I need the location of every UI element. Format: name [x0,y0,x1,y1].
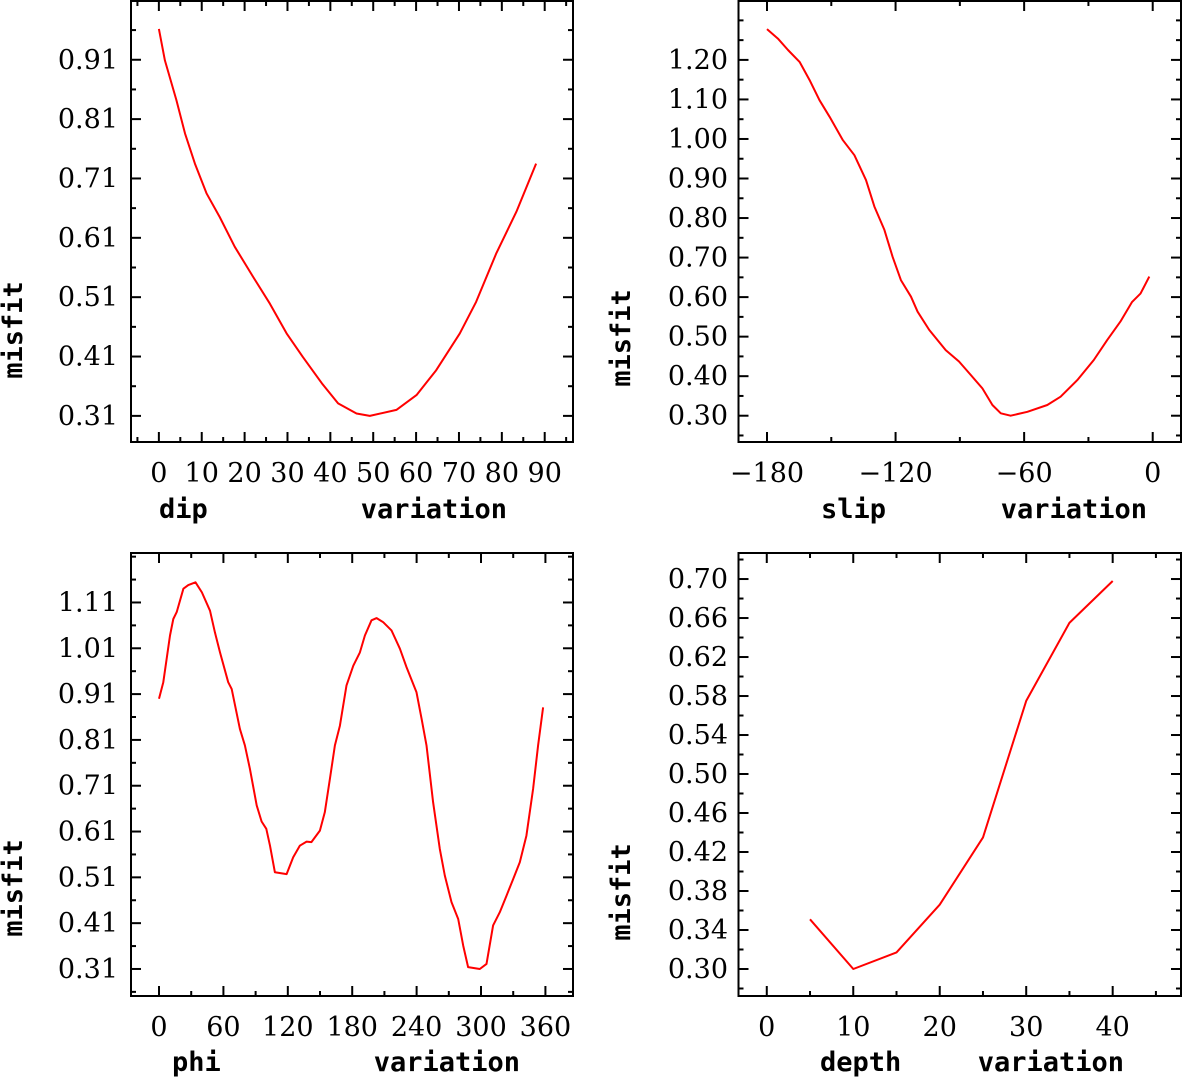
x-tick-label: −120 [858,458,932,489]
y-axis-label: misfit [606,289,637,387]
x-tick-label: 360 [520,1012,572,1043]
x-axis-label: slip variation [821,494,1147,525]
y-tick-label: 0.46 [668,798,728,829]
y-axis-label: misfit [0,281,29,379]
x-axis-label: phi variation [172,1047,520,1078]
y-tick-label: 0.71 [58,163,118,194]
x-tick-label: 180 [326,1012,378,1043]
plot-frame [737,552,1182,997]
y-tick-label: 1.00 [668,124,728,155]
y-tick-label: 0.41 [58,342,118,373]
depth-misfit-line [809,580,1114,970]
y-tick-label: 0.71 [58,771,118,802]
y-tick-label: 0.80 [668,203,728,234]
x-tick-label: 120 [262,1012,314,1043]
y-tick-label: 1.01 [58,633,118,664]
x-tick-label: 60 [399,458,433,489]
y-tick-label: 0.91 [58,679,118,710]
phi-misfit-line [158,581,545,970]
y-tick-label: 0.61 [58,817,118,848]
x-tick-label: 80 [485,458,519,489]
dip-panel: 0 10 20 30 40 50 60 70 80 90 0.31 0.41 0.51 0.61 0.71 0… [0,0,574,525]
x-tick-label: 90 [528,458,562,489]
y-tick-label: 0.62 [668,642,728,673]
y-tick-label: 1.20 [668,45,728,76]
x-tick-label: 20 [923,1012,957,1043]
x-tick-label: 40 [313,458,347,489]
x-tick-label: 0 [1144,458,1161,489]
x-tick-label: 10 [185,458,219,489]
y-tick-label: 0.81 [58,104,118,135]
plot-frame [737,0,1182,443]
y-tick-label: 0.51 [58,282,118,313]
x-tick-label: 50 [356,458,390,489]
x-tick-label: 60 [206,1012,240,1043]
x-tick-label: 30 [1009,1012,1043,1043]
x-tick-label: 240 [391,1012,443,1043]
y-axis-label: misfit [606,843,637,941]
y-tick-label: 0.91 [58,45,118,76]
x-axis-label: dip variation [159,494,507,525]
y-tick-label: 0.30 [668,954,728,985]
y-tick-label: 0.40 [668,361,728,392]
x-tick-label: 30 [270,458,304,489]
y-tick-label: 1.10 [668,84,728,115]
x-axis-label: depth variation [820,1047,1124,1078]
y-tick-label: 0.60 [668,282,728,313]
y-tick-label: 0.90 [668,164,728,195]
x-tick-label: −180 [730,458,804,489]
slip-panel: −180 −120 −60 0 0.30 0.40 0.50 0.60 0.70 0.80 0.90… [606,0,1182,525]
y-tick-label: 0.50 [668,759,728,790]
dip-misfit-line [157,28,538,417]
y-tick-label: 0.31 [58,401,118,432]
y-tick-label: 0.70 [668,564,728,595]
y-axis-label: misfit [0,839,29,937]
y-tick-label: 0.42 [668,837,728,868]
depth-panel: 0 10 20 30 40 0.30 0.34 0.38 0.42 0.46 0.50 0.54 0.5… [606,552,1182,1078]
x-tick-label: 300 [455,1012,507,1043]
plot-frame [130,0,574,443]
y-tick-label: 0.31 [58,954,118,985]
y-tick-label: 0.70 [668,243,728,274]
y-tick-label: 0.58 [668,681,728,712]
x-tick-label: 10 [836,1012,870,1043]
y-tick-label: 0.54 [668,720,728,751]
y-tick-label: 0.34 [668,915,728,946]
x-tick-label: 0 [150,458,167,489]
x-tick-label: −60 [996,458,1053,489]
y-tick-label: 0.41 [58,908,118,939]
x-tick-label: 40 [1096,1012,1130,1043]
plot-frame [130,552,574,997]
slip-misfit-line [766,28,1151,417]
x-tick-label: 20 [227,458,261,489]
y-tick-label: 0.38 [668,876,728,907]
y-tick-label: 1.11 [58,587,118,618]
y-tick-label: 0.66 [668,603,728,634]
y-tick-label: 0.51 [58,862,118,893]
y-tick-label: 0.50 [668,322,728,353]
phi-panel: 0 60 120 180 240 300 360 0.31 0.41 0.51 0.61 0.71 0.… [0,552,574,1078]
y-tick-label: 0.81 [58,725,118,756]
x-tick-label: 70 [442,458,476,489]
x-tick-label: 0 [758,1012,775,1043]
x-tick-label: 0 [150,1012,167,1043]
y-tick-label: 0.61 [58,223,118,254]
y-tick-label: 0.30 [668,401,728,432]
